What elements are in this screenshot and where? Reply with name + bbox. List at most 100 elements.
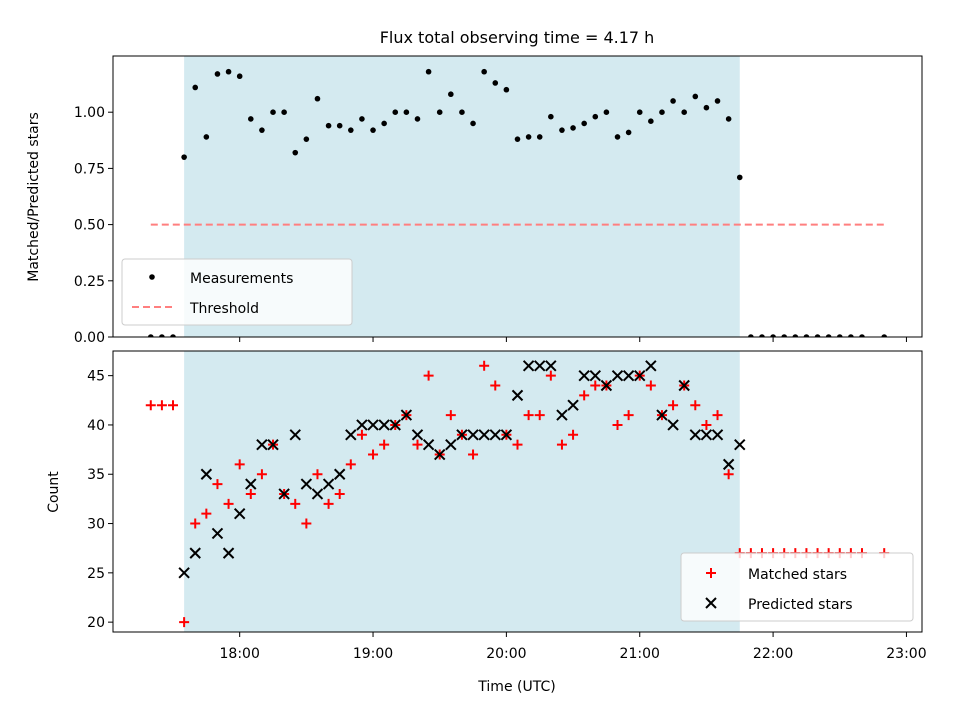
matched-star-point (468, 449, 479, 460)
matched-star-point (190, 518, 201, 529)
measurement-point (581, 120, 587, 127)
predicted-star-point (734, 438, 746, 451)
measurement-point (636, 109, 643, 115)
x-tick-label: 18:00 (220, 646, 260, 662)
measurement-point (759, 334, 765, 337)
measurement-point (514, 136, 521, 142)
measurement-point (392, 109, 399, 115)
predicted-star-point (300, 478, 313, 490)
measurement-point (214, 71, 221, 77)
predicted-star-point (534, 360, 546, 372)
top-panel: 0.00 0.25 0.50 0.75 1.00 Measurements Threshol… (74, 55, 923, 346)
top-y-axis-label: Matched/Predicted stars (26, 112, 42, 282)
matched-star-point (690, 400, 701, 411)
legend-predicted-label: Predicted stars (748, 597, 853, 613)
matched-star-point (523, 410, 534, 421)
predicted-star-point (322, 478, 335, 490)
bottom-y-tick-label: 25 (87, 566, 105, 582)
bottom-y-tick-label: 45 (87, 369, 105, 385)
predicted-star-point (578, 369, 590, 382)
measurement-point (792, 334, 799, 337)
matched-star-point (223, 498, 234, 509)
measurement-point (625, 129, 632, 136)
measurement-point (159, 334, 165, 337)
matched-star-point (212, 479, 223, 490)
bottom-y-tick-label: 35 (87, 467, 105, 483)
legend-predicted-marker (705, 597, 717, 609)
predicted-star-point (178, 567, 190, 579)
measurement-point (848, 334, 854, 337)
measurement-point (681, 109, 687, 115)
measurement-point (247, 116, 254, 122)
measurement-point (370, 127, 376, 133)
measurement-point (459, 109, 465, 115)
measurement-point (292, 149, 299, 156)
top-legend (121, 258, 353, 326)
matched-star-point (168, 400, 179, 411)
legend-threshold-label: Threshold (189, 301, 259, 317)
measurement-point (603, 109, 610, 115)
predicted-star-point (200, 468, 213, 480)
measurement-point (592, 113, 599, 120)
measurement-point (403, 109, 410, 115)
predicted-star-point (211, 527, 224, 540)
matched-star-point (323, 498, 334, 509)
measurement-point (336, 122, 343, 129)
x-axis-label: Time (UTC) (477, 679, 555, 695)
predicted-star-point (378, 419, 390, 431)
measurement-point (525, 134, 532, 140)
measurement-point (348, 127, 354, 133)
predicted-star-point (267, 438, 279, 451)
predicted-star-point (522, 360, 535, 372)
predicted-star-point (367, 419, 379, 431)
predicted-star-point (589, 369, 601, 382)
measurement-point (648, 118, 654, 124)
predicted-star-point (400, 409, 413, 421)
matched-star-point (234, 459, 245, 470)
x-tick-label: 19:00 (353, 646, 393, 662)
measurement-point (359, 116, 365, 122)
matched-star-point (345, 459, 356, 470)
measurement-point (481, 68, 487, 75)
matched-star-point (545, 370, 556, 381)
matched-star-point (479, 360, 490, 371)
measurement-point (270, 109, 276, 115)
bottom-y-tick-label: 30 (87, 517, 105, 533)
predicted-star-point (678, 379, 690, 392)
matched-star-point (668, 400, 679, 411)
measurement-point (725, 116, 732, 122)
predicted-star-point (645, 360, 657, 372)
x-tick-label: 22:00 (753, 646, 793, 662)
predicted-star-point (467, 429, 479, 441)
measurement-point (203, 134, 210, 140)
matched-star-point (245, 488, 256, 499)
measurement-point (492, 80, 499, 86)
measurement-point (448, 91, 454, 98)
predicted-star-point (611, 369, 624, 382)
top-plot-area (147, 68, 888, 337)
measurement-point (303, 136, 310, 142)
predicted-star-point (278, 488, 290, 500)
legend-matched-marker (706, 568, 716, 578)
predicted-star-point (411, 429, 424, 441)
predicted-star-point (289, 429, 301, 441)
predicted-star-point (489, 429, 501, 441)
measurement-point (181, 154, 187, 160)
matched-star-point (301, 518, 312, 529)
predicted-star-point (456, 429, 468, 441)
measurement-point (703, 104, 710, 111)
legend-matched-label: Matched stars (748, 567, 847, 583)
legend-measurements-label: Measurements (190, 271, 293, 287)
matched-star-point (379, 439, 390, 450)
predicted-star-point (634, 369, 646, 382)
bottom-panel: 20 25 30 35 40 45 18:00 19:00 20:00 21:00 22:00 23:… (87, 350, 927, 662)
matched-star-point (534, 410, 545, 421)
matched-star-point (256, 469, 267, 480)
matched-star-point (201, 508, 212, 519)
measurement-point (659, 109, 665, 115)
predicted-star-point (500, 429, 513, 441)
top-axes-frame (112, 55, 923, 338)
predicted-star-point (333, 468, 346, 480)
bottom-y-tick-label: 40 (87, 418, 105, 434)
predicted-star-point (356, 419, 368, 431)
